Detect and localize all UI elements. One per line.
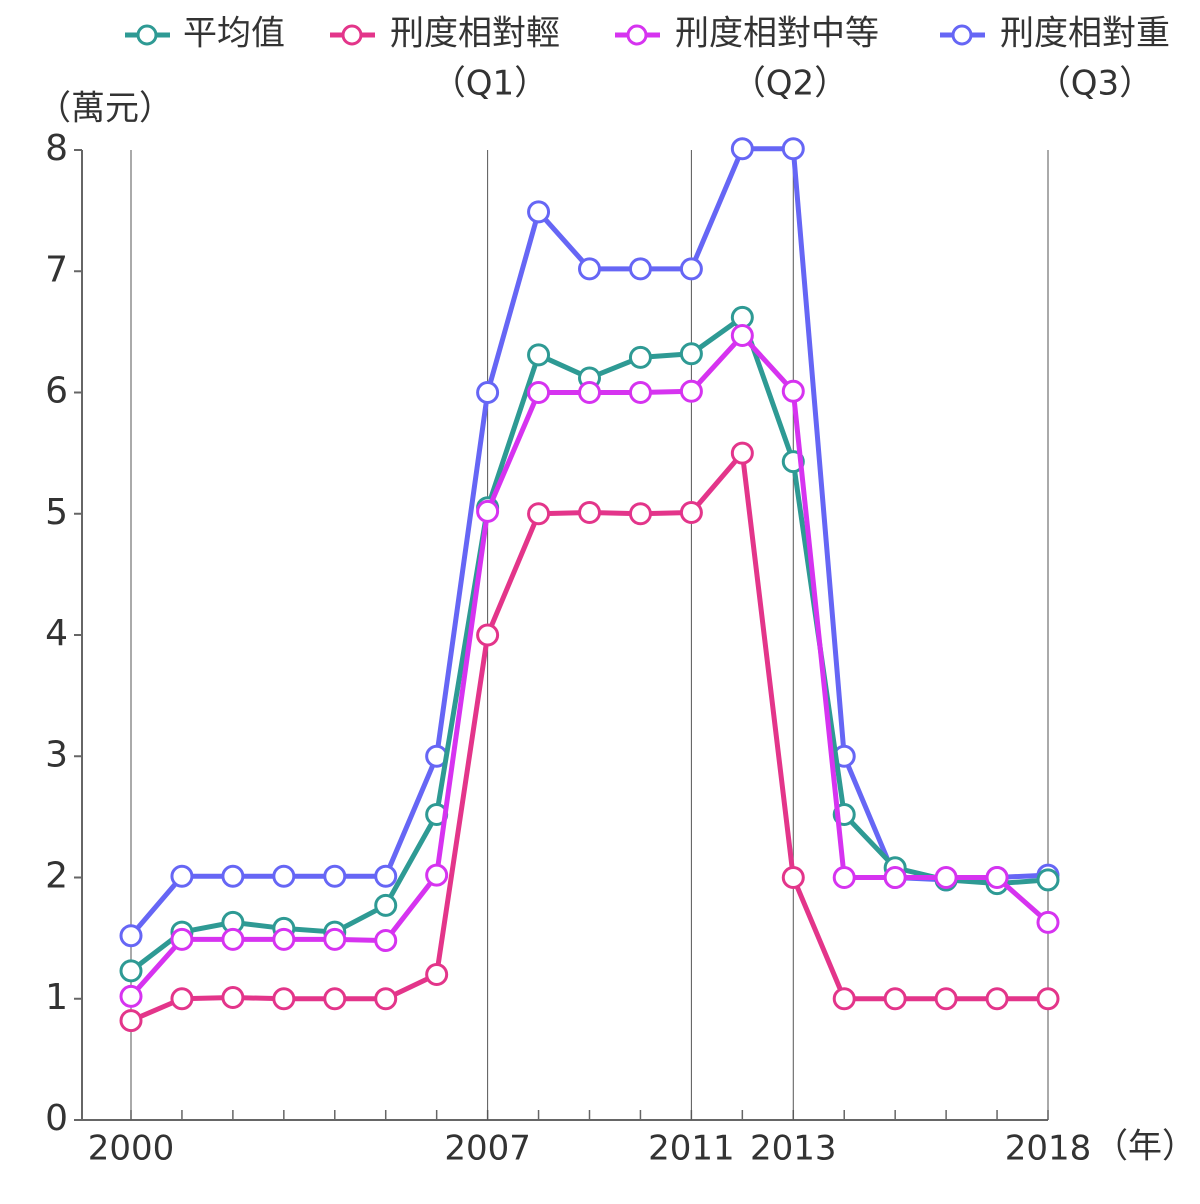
point — [679, 257, 703, 281]
point — [170, 987, 194, 1011]
legend-sublabel: （Q2） — [732, 64, 848, 104]
point — [527, 381, 551, 404]
point — [679, 501, 703, 525]
point — [985, 866, 1009, 889]
point — [119, 1009, 143, 1033]
point — [1036, 868, 1060, 892]
point — [578, 501, 601, 525]
y-tick-label: 7 — [45, 249, 68, 290]
point — [425, 863, 449, 887]
y-tick-label: 8 — [45, 128, 68, 169]
legend-marker — [136, 24, 158, 46]
point — [374, 864, 398, 888]
point — [628, 257, 652, 281]
point — [1036, 987, 1060, 1011]
y-tick-label: 4 — [45, 613, 68, 654]
y-tick-label: 5 — [45, 492, 68, 533]
point — [679, 342, 703, 366]
x-tick-label: 2013 — [750, 1129, 837, 1169]
point — [985, 987, 1009, 1011]
point — [374, 929, 398, 953]
point — [781, 379, 805, 403]
legend-label: 刑度相對重 — [1000, 14, 1170, 54]
point — [221, 864, 245, 888]
point — [730, 441, 754, 465]
point — [374, 987, 398, 1011]
legend-label: 刑度相對輕 — [390, 14, 560, 54]
point — [221, 986, 245, 1010]
point — [730, 137, 754, 161]
point — [883, 866, 907, 889]
legend-sublabel: （Q1） — [432, 64, 548, 104]
point — [578, 381, 601, 404]
point — [119, 984, 143, 1008]
point — [221, 927, 245, 951]
point — [119, 959, 143, 983]
point — [476, 381, 500, 404]
legend-marker — [626, 24, 648, 46]
point — [119, 924, 143, 948]
point — [628, 381, 652, 404]
point — [323, 987, 347, 1011]
point — [425, 963, 449, 986]
point — [934, 866, 958, 889]
legend-marker — [951, 24, 973, 46]
point — [628, 345, 652, 369]
point — [527, 502, 551, 526]
point — [476, 499, 500, 523]
x-tick-label: 2011 — [648, 1129, 735, 1169]
point — [527, 200, 551, 224]
point — [832, 987, 856, 1011]
point — [170, 864, 194, 888]
legend-marker — [341, 24, 363, 46]
legend-label: 刑度相對中等 — [675, 14, 879, 54]
y-tick-label: 6 — [45, 371, 68, 412]
point — [730, 324, 754, 348]
point — [272, 987, 296, 1011]
y-tick-label: 0 — [45, 1098, 68, 1139]
x-tick-label: 2000 — [88, 1129, 175, 1169]
point — [628, 502, 652, 526]
point — [781, 137, 805, 161]
legend-label: 平均值 — [183, 14, 285, 54]
point — [832, 866, 856, 889]
point — [272, 927, 296, 951]
x-axis-label: （年） — [1094, 1127, 1196, 1167]
point — [272, 864, 296, 888]
point — [323, 864, 347, 888]
point — [170, 927, 194, 951]
point — [527, 343, 551, 367]
y-tick-label: 1 — [45, 977, 68, 1018]
series-line — [129, 333, 1050, 998]
x-tick-label: 2018 — [1005, 1129, 1092, 1169]
point — [1036, 910, 1060, 934]
legend-sublabel: （Q3） — [1037, 64, 1153, 104]
point — [374, 893, 398, 917]
y-axis-label: （萬元） — [37, 89, 173, 129]
point — [476, 623, 500, 647]
point — [679, 379, 703, 403]
series-line — [130, 450, 1048, 1023]
point — [781, 866, 805, 889]
y-tick-label: 3 — [45, 734, 68, 775]
x-tick-label: 2007 — [444, 1129, 531, 1169]
point — [883, 987, 907, 1011]
y-tick-label: 2 — [45, 856, 68, 897]
point — [323, 927, 347, 951]
series-line — [129, 314, 1049, 973]
point — [578, 257, 601, 281]
point — [934, 987, 958, 1011]
